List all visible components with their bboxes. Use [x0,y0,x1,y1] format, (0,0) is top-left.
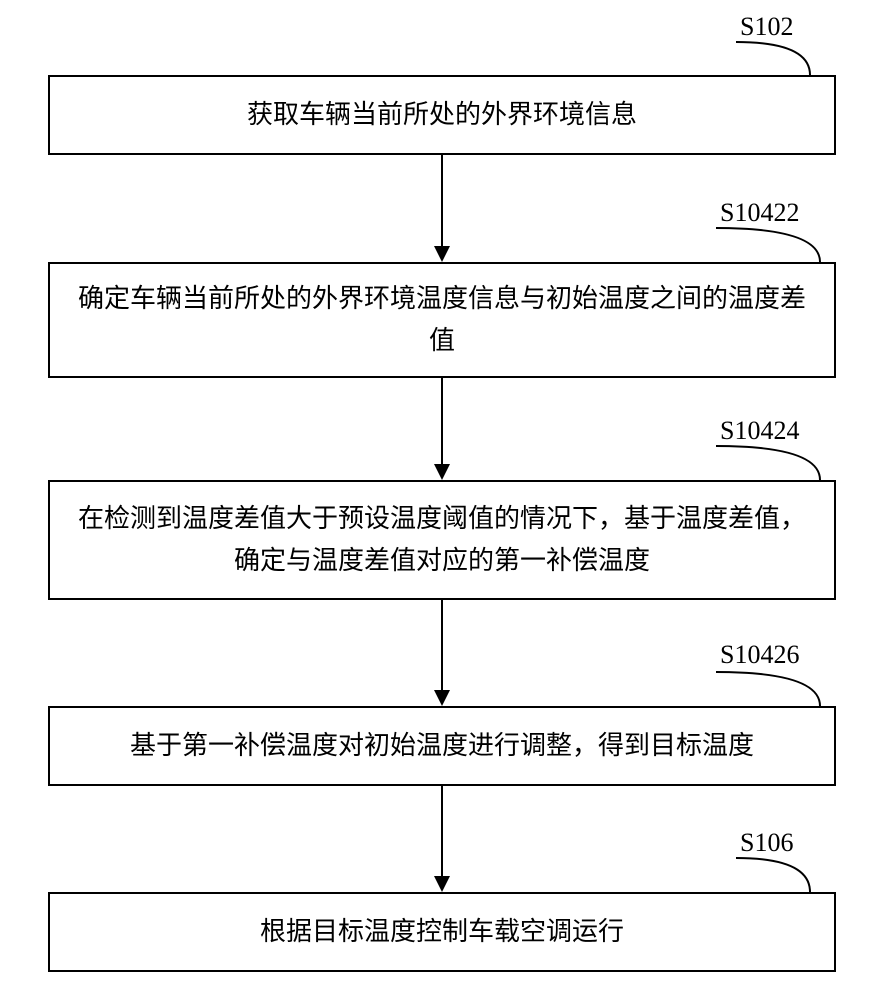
arrow-line [441,786,443,878]
flowchart-canvas: 获取车辆当前所处的外界环境信息S102确定车辆当前所处的外界环境温度信息与初始温… [0,0,894,1000]
arrow-head-icon [434,876,450,892]
flowchart-arrow [0,0,894,1000]
